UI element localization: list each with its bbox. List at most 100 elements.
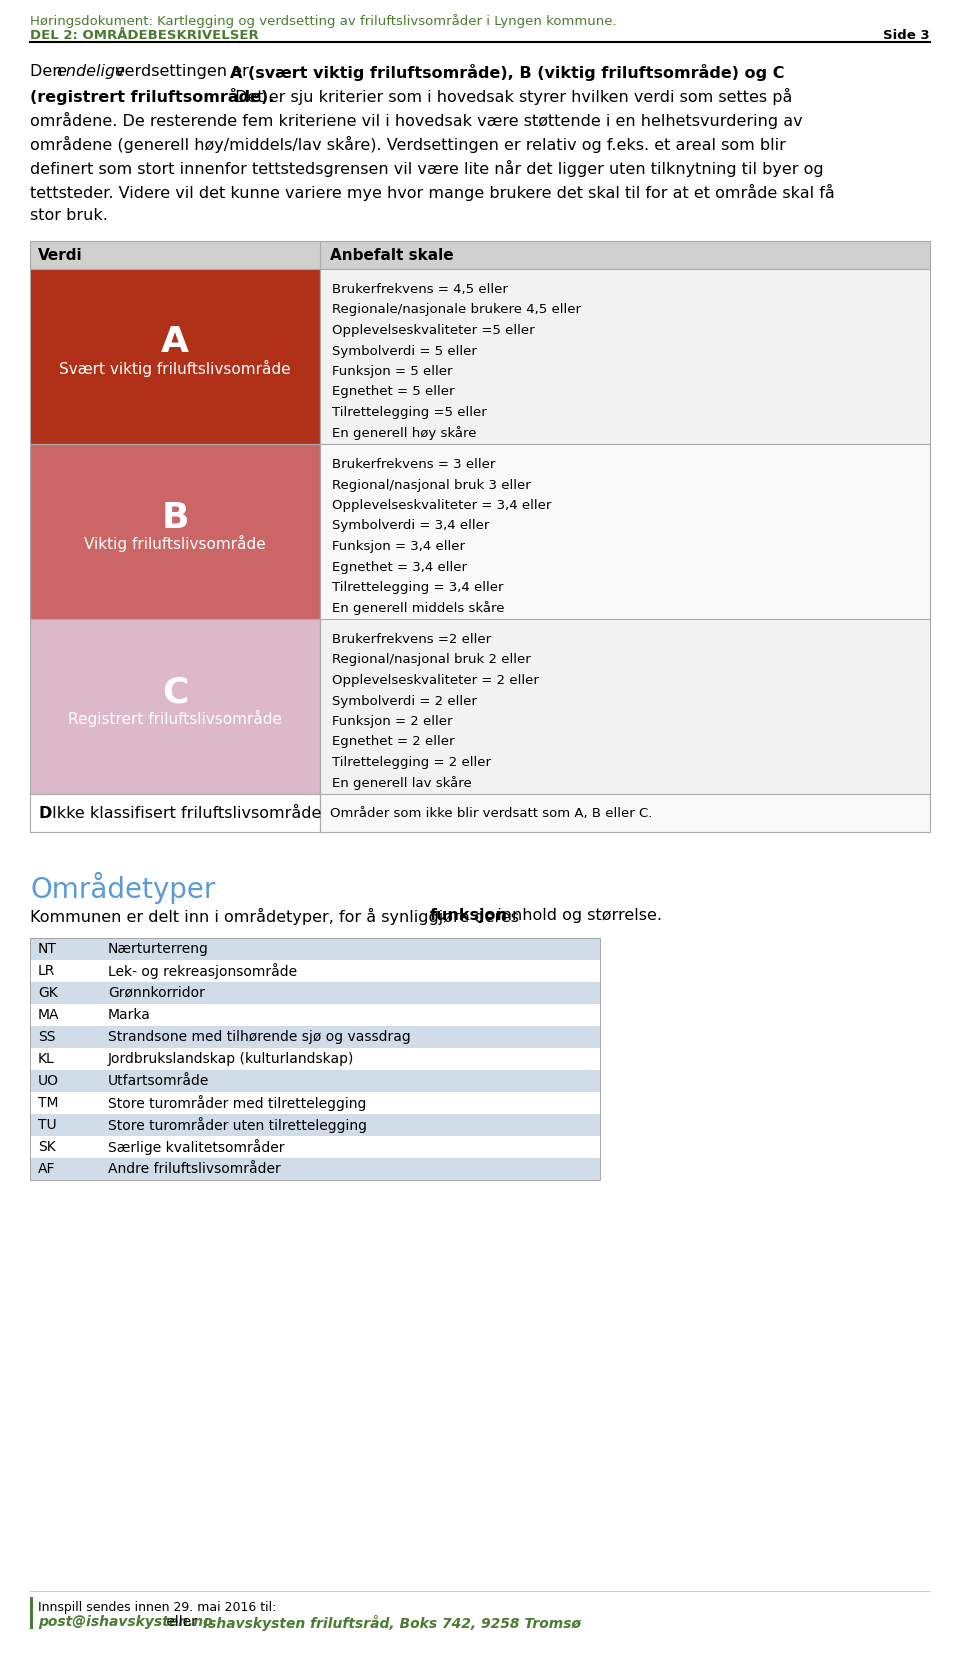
Text: D: D [38,806,52,821]
Text: UO: UO [38,1073,59,1088]
Text: Brukerfrekvens =2 eller: Brukerfrekvens =2 eller [332,634,492,645]
Bar [30,1136,600,1158]
Bar [320,795,930,833]
Bar [30,241,930,269]
Text: funksjon: funksjon [430,907,508,922]
Text: En generell lav skåre: En generell lav skåre [332,776,471,790]
Text: Svært viktig friluftslivsområde: Svært viktig friluftslivsområde [60,360,291,377]
Text: Funksjon = 3,4 eller: Funksjon = 3,4 eller [332,539,465,552]
Text: Ishavskysten friluftsråd, Boks 742, 9258 Tromsø: Ishavskysten friluftsråd, Boks 742, 9258… [203,1614,581,1631]
Text: verdsettingen er: verdsettingen er [110,65,253,80]
Text: Jordbrukslandskap (kulturlandskap): Jordbrukslandskap (kulturlandskap) [108,1052,354,1067]
Text: Opplevelseskvaliteter =5 eller: Opplevelseskvaliteter =5 eller [332,324,535,337]
Bar [30,1113,600,1136]
Text: Utfartsområde: Utfartsområde [108,1073,209,1088]
Text: Funksjon = 2 eller: Funksjon = 2 eller [332,715,452,728]
Text: LR: LR [38,964,56,979]
Text: TU: TU [38,1118,57,1131]
Text: Strandsone med tilhørende sjø og vassdrag: Strandsone med tilhørende sjø og vassdra… [108,1030,411,1044]
Text: Brukerfrekvens = 4,5 eller: Brukerfrekvens = 4,5 eller [332,284,508,295]
Text: AF: AF [38,1161,56,1176]
Bar [30,1158,600,1180]
Text: post@ishavskysten.no: post@ishavskysten.no [38,1614,212,1629]
Text: Verdi: Verdi [38,247,83,262]
Text: Høringsdokument: Kartlegging og verdsetting av friluftslivsområder i Lyngen komm: Høringsdokument: Kartlegging og verdsett… [30,13,616,28]
Text: Side 3: Side 3 [883,28,930,41]
Text: Den: Den [30,65,67,80]
Text: TM: TM [38,1097,59,1110]
Text: B: B [161,501,189,534]
Text: NT: NT [38,942,57,956]
Text: Lek- og rekreasjonsområde: Lek- og rekreasjonsområde [108,962,298,979]
Text: GK: GK [38,985,58,1000]
Text: Andre friluftslivsområder: Andre friluftslivsområder [108,1161,280,1176]
Text: DEL 2: OMRÅDEBESKRIVELSER: DEL 2: OMRÅDEBESKRIVELSER [30,28,259,41]
Text: Kommunen er delt inn i områdetyper, for å synliggjøre deres: Kommunen er delt inn i områdetyper, for … [30,907,524,926]
Text: En generell høy skåre: En generell høy skåre [332,426,476,441]
Bar [30,1598,33,1629]
Text: MA: MA [38,1009,60,1022]
Bar [30,445,320,619]
Text: områdene (generell høy/middels/lav skåre). Verdsettingen er relativ og f.eks. et: områdene (generell høy/middels/lav skåre… [30,136,786,153]
Bar [320,619,930,795]
Text: Opplevelseskvaliteter = 2 eller: Opplevelseskvaliteter = 2 eller [332,674,539,687]
Text: Viktig friluftslivsområde: Viktig friluftslivsområde [84,534,266,552]
Bar [30,1025,600,1048]
Text: Egnethet = 5 eller: Egnethet = 5 eller [332,385,454,398]
Text: Store turområder med tilrettelegging: Store turområder med tilrettelegging [108,1095,367,1112]
Bar [30,1070,600,1092]
Text: Egnethet = 2 eller: Egnethet = 2 eller [332,735,454,748]
Text: Opplevelseskvaliteter = 3,4 eller: Opplevelseskvaliteter = 3,4 eller [332,499,551,513]
Bar [30,961,600,982]
Bar [30,937,600,1180]
Bar [30,269,320,445]
Text: Tilrettelegging =5 eller: Tilrettelegging =5 eller [332,406,487,420]
Text: stor bruk.: stor bruk. [30,207,108,222]
Text: tettsteder. Videre vil det kunne variere mye hvor mange brukere det skal til for: tettsteder. Videre vil det kunne variere… [30,184,835,201]
Text: Symbolverdi = 5 eller: Symbolverdi = 5 eller [332,345,477,357]
Text: Registrert friluftslivsområde: Registrert friluftslivsområde [68,710,282,727]
Text: Marka: Marka [108,1009,151,1022]
Text: Det er sju kriterier som i hovedsak styrer hvilken verdi som settes på: Det er sju kriterier som i hovedsak styr… [229,88,792,105]
Bar [30,1004,600,1025]
Text: Grønnkorridor: Grønnkorridor [108,985,204,1000]
Text: Områdetyper: Områdetyper [30,873,215,904]
Text: SK: SK [38,1140,56,1155]
Text: Anbefalt skale: Anbefalt skale [330,247,454,262]
Bar [30,1092,600,1113]
Bar [30,1048,600,1070]
Text: SS: SS [38,1030,56,1044]
Text: Tilrettelegging = 2 eller: Tilrettelegging = 2 eller [332,757,491,770]
Bar [320,445,930,619]
Bar [30,982,600,1004]
Text: Særlige kvalitetsområder: Særlige kvalitetsområder [108,1140,284,1155]
Text: Tilrettelegging = 3,4 eller: Tilrettelegging = 3,4 eller [332,581,503,594]
Bar [30,795,320,833]
Text: A (svært viktig friluftsområde), B (viktig friluftsområde) og C: A (svært viktig friluftsområde), B (vikt… [230,65,784,81]
Bar [30,937,600,961]
Text: eller: eller [162,1614,202,1629]
Text: Brukerfrekvens = 3 eller: Brukerfrekvens = 3 eller [332,458,495,471]
Bar [30,619,320,795]
Text: endelige: endelige [57,65,126,80]
Text: Regional/nasjonal bruk 2 eller: Regional/nasjonal bruk 2 eller [332,654,531,667]
Text: Områder som ikke blir verdsatt som A, B eller C.: Områder som ikke blir verdsatt som A, B … [330,806,653,820]
Text: (registrert friluftsområde).: (registrert friluftsområde). [30,88,275,105]
Text: Symbolverdi = 3,4 eller: Symbolverdi = 3,4 eller [332,519,490,533]
Text: A: A [161,325,189,360]
Text: definert som stort innenfor tettstedsgrensen vil være lite når det ligger uten t: definert som stort innenfor tettstedsgre… [30,159,824,178]
Text: Regional/nasjonal bruk 3 eller: Regional/nasjonal bruk 3 eller [332,478,531,491]
Text: Store turområder uten tilrettelegging: Store turområder uten tilrettelegging [108,1117,367,1133]
Text: , innhold og størrelse.: , innhold og størrelse. [488,907,662,922]
Text: Symbolverdi = 2 eller: Symbolverdi = 2 eller [332,695,477,707]
Text: Funksjon = 5 eller: Funksjon = 5 eller [332,365,452,378]
Text: Regionale/nasjonale brukere 4,5 eller: Regionale/nasjonale brukere 4,5 eller [332,304,581,317]
Bar [320,269,930,445]
Text: KL: KL [38,1052,55,1067]
Text: Nærturterreng: Nærturterreng [108,942,209,956]
Text: områdene. De resterende fem kriteriene vil i hovedsak være støttende i en helhet: områdene. De resterende fem kriteriene v… [30,113,803,129]
Text: Egnethet = 3,4 eller: Egnethet = 3,4 eller [332,561,467,574]
Text: C: C [162,675,188,710]
Text: En generell middels skåre: En generell middels skåre [332,602,505,615]
Text: Ikke klassifisert friluftslivsområde: Ikke klassifisert friluftslivsområde [52,806,322,821]
